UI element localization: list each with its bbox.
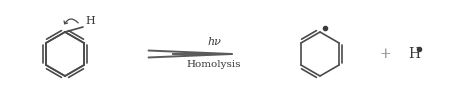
Text: hν: hν [207,37,221,47]
Text: H: H [408,47,420,61]
Text: H: H [85,16,95,26]
Text: +: + [379,47,391,61]
Text: Homolysis: Homolysis [187,60,241,69]
